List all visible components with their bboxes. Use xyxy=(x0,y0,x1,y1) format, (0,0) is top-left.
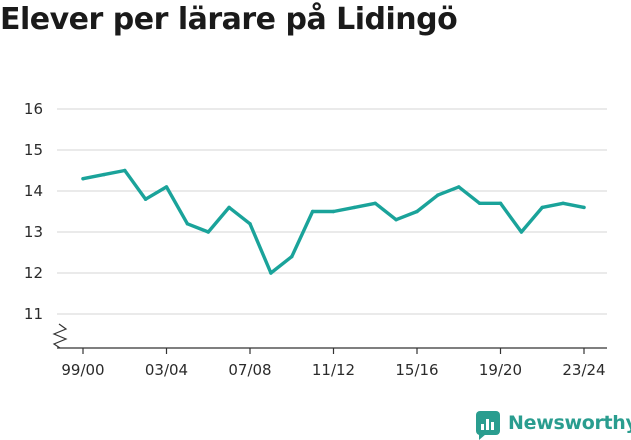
y-tick-label: 11 xyxy=(24,305,43,323)
data-point xyxy=(477,201,482,205)
data-point xyxy=(394,218,398,222)
data-point xyxy=(185,222,190,226)
data-point xyxy=(143,197,148,201)
x-tick-label: 99/00 xyxy=(61,361,104,379)
data-point xyxy=(81,177,85,181)
series-line xyxy=(81,168,586,275)
y-tick-label: 15 xyxy=(24,141,43,159)
y-axis-ticks: 11 12 13 14 15 16 xyxy=(24,100,43,323)
gridlines xyxy=(57,108,607,315)
axis-break-icon xyxy=(52,323,68,349)
newsworthy-logo-icon xyxy=(476,411,500,440)
data-point xyxy=(561,201,565,205)
y-tick-label: 13 xyxy=(24,223,43,241)
y-tick-label: 16 xyxy=(24,100,43,118)
data-point xyxy=(102,172,106,177)
x-tick-label: 23/24 xyxy=(562,361,605,379)
data-point xyxy=(164,185,169,189)
x-axis-ticks: 99/00 03/04 07/08 11/12 15/16 19/20 23/24 xyxy=(61,348,606,379)
data-point xyxy=(352,205,357,210)
data-point xyxy=(498,201,503,205)
chart-title: Elever per lärare på Lidingö xyxy=(0,2,458,37)
series-group xyxy=(81,168,586,275)
data-point xyxy=(540,205,544,210)
y-tick-label: 14 xyxy=(24,182,43,200)
data-point xyxy=(227,205,231,210)
x-tick-label: 11/12 xyxy=(312,361,355,379)
x-tick-label: 07/08 xyxy=(228,361,271,379)
data-point xyxy=(519,230,524,234)
data-point xyxy=(415,209,419,214)
x-tick-label: 19/20 xyxy=(479,361,522,379)
data-point xyxy=(457,185,461,189)
data-point xyxy=(206,230,210,234)
data-point xyxy=(331,209,336,214)
x-tick-label: 15/16 xyxy=(395,361,438,379)
brand-name: Newsworthy xyxy=(508,412,631,434)
x-tick-label: 03/04 xyxy=(145,361,188,379)
data-point xyxy=(373,201,377,205)
x-axis xyxy=(52,323,607,349)
newsworthy-logo: Newsworthy xyxy=(476,408,631,440)
data-point xyxy=(436,193,440,197)
data-point xyxy=(123,168,127,173)
data-point xyxy=(290,254,294,259)
data-point xyxy=(310,209,315,214)
y-tick-label: 12 xyxy=(24,264,43,282)
data-point xyxy=(269,271,273,275)
data-point xyxy=(248,222,252,226)
data-point xyxy=(582,205,586,210)
